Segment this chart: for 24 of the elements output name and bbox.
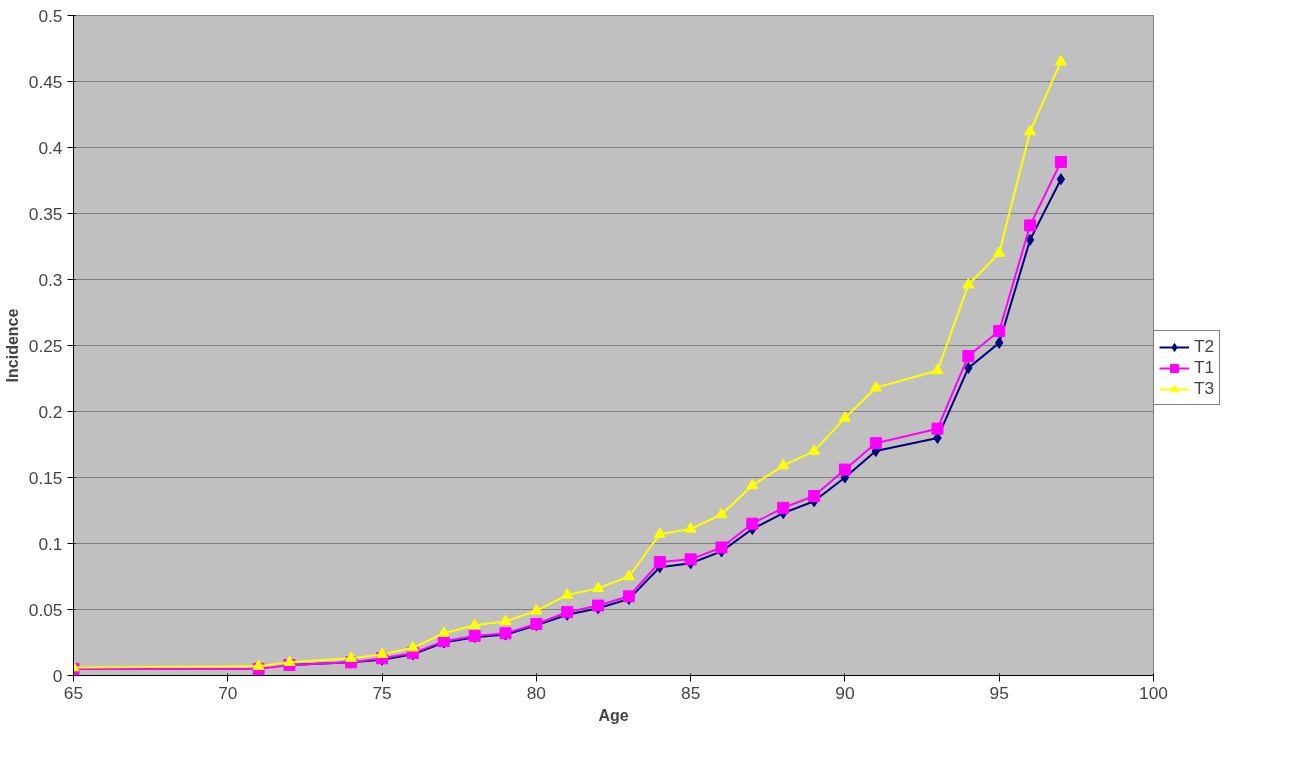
y-tick-label: 0.15: [28, 467, 63, 488]
y-tick-label: 0.2: [38, 401, 63, 422]
x-axis-title: Age: [598, 706, 629, 724]
x-tick-label: 95: [989, 682, 1009, 703]
y-tick-label: 0.3: [38, 269, 63, 290]
x-tick-label: 80: [526, 682, 546, 703]
y-tick-label: 0.35: [28, 203, 63, 224]
legend-label: T3: [1194, 378, 1215, 399]
y-tick-label: 0.25: [28, 335, 63, 356]
y-tick-label: 0: [52, 665, 63, 686]
legend-label: T1: [1194, 357, 1215, 378]
y-axis-title: Incidence: [3, 308, 21, 383]
y-tick-label: 0.4: [38, 137, 63, 158]
x-tick-label: 75: [372, 682, 392, 703]
y-tick-label: 0.5: [38, 5, 63, 26]
legend-label: T2: [1194, 336, 1215, 357]
x-tick-label: 100: [1139, 682, 1168, 703]
y-tick-label: 0.05: [28, 599, 63, 620]
x-tick-label: 70: [218, 682, 238, 703]
x-tick-label: 65: [63, 682, 84, 703]
x-tick-label: 90: [835, 682, 855, 703]
y-tick-label: 0.1: [38, 533, 63, 554]
y-tick-label: 0.45: [28, 71, 63, 92]
x-tick-label: 85: [681, 682, 701, 703]
